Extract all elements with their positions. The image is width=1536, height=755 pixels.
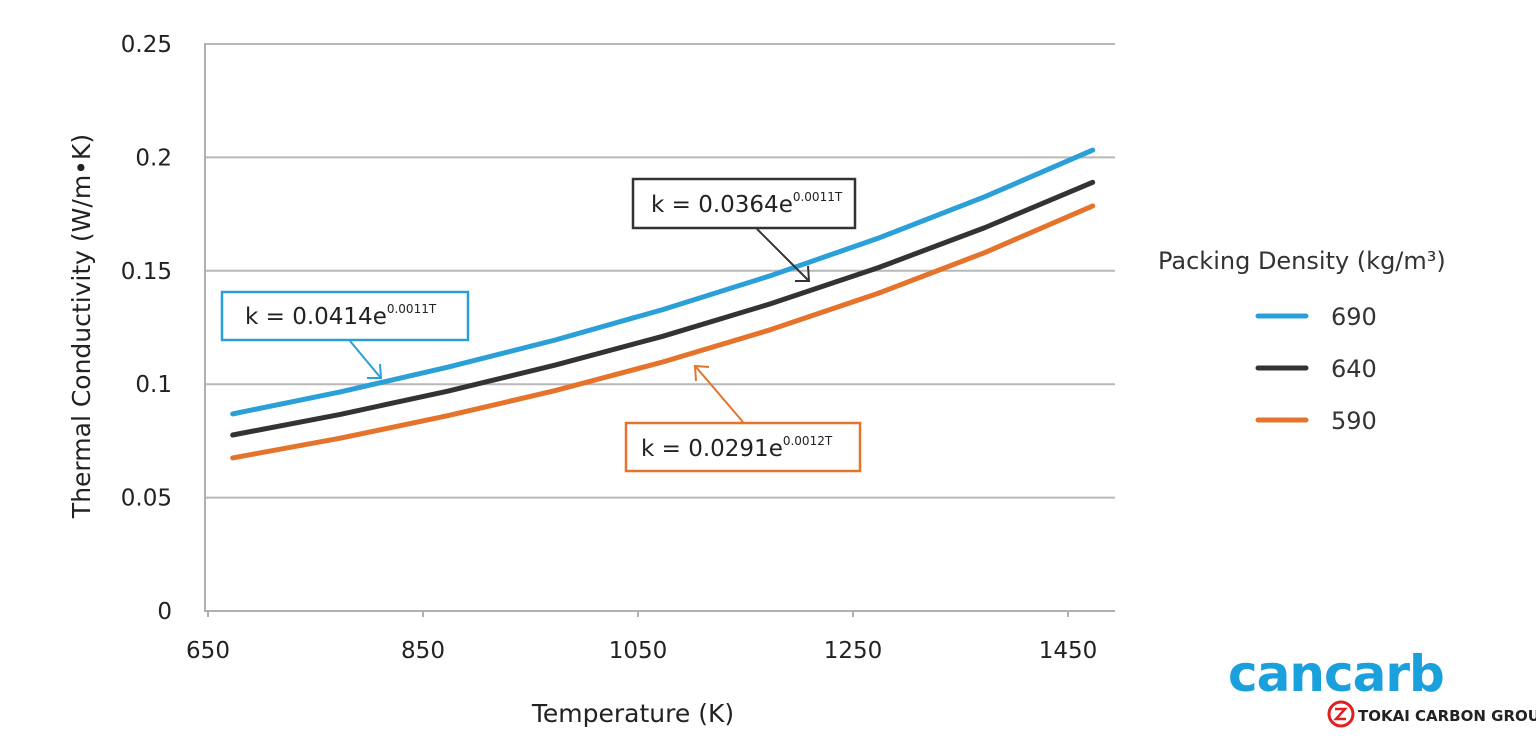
cancarb-logo: cancarb TOKAI CARBON GROUP xyxy=(1228,645,1536,728)
legend-title: Packing Density (kg/m³) xyxy=(1158,247,1446,275)
legend-label-590: 590 xyxy=(1331,407,1377,435)
y-tick-label: 0.05 xyxy=(121,486,172,512)
legend: Packing Density (kg/m³) 690 640 590 xyxy=(1158,247,1446,435)
y-tick-label: 0 xyxy=(157,599,172,625)
y-tick-labels: 0 0.05 0.1 0.15 0.2 0.25 xyxy=(121,32,172,625)
y-tick-label: 0.15 xyxy=(121,259,172,285)
y-axis-title: Thermal Conductivity (W/m•K) xyxy=(67,134,96,519)
annotation-640: k = 0.0364e0.0011T xyxy=(631,177,857,282)
legend-label-640: 640 xyxy=(1331,355,1377,383)
series-lines xyxy=(230,147,1096,461)
annotation-690: k = 0.0414e0.0011T xyxy=(220,290,470,379)
annotation-590: k = 0.0291e0.0012T xyxy=(624,364,862,473)
y-tick-label: 0.2 xyxy=(135,145,172,171)
svg-text:k = 0.0414e0.0011T: k = 0.0414e0.0011T xyxy=(245,302,437,330)
svg-text:cancarb: cancarb xyxy=(1228,645,1444,703)
svg-text:k = 0.0364e0.0011T: k = 0.0364e0.0011T xyxy=(651,190,843,218)
tokai-emblem-icon xyxy=(1327,700,1355,728)
x-tick-label: 1250 xyxy=(824,638,883,664)
x-tick-labels: 650 850 1050 1250 1450 xyxy=(186,638,1097,664)
y-tick-label: 0.25 xyxy=(121,32,172,58)
legend-label-690: 690 xyxy=(1331,303,1377,331)
x-tick-label: 1050 xyxy=(609,638,668,664)
series-line-690 xyxy=(230,147,1096,417)
x-tick-label: 1450 xyxy=(1039,638,1098,664)
x-tick-label: 850 xyxy=(401,638,445,664)
x-tick-label: 650 xyxy=(186,638,230,664)
y-tick-label: 0.1 xyxy=(135,372,172,398)
x-axis-title: Temperature (K) xyxy=(531,699,734,728)
gridlines xyxy=(205,43,1115,617)
series-line-640 xyxy=(230,179,1096,438)
series-line-590 xyxy=(230,203,1096,461)
svg-text:k = 0.0291e0.0012T: k = 0.0291e0.0012T xyxy=(641,434,833,462)
svg-text:TOKAI CARBON GROUP: TOKAI CARBON GROUP xyxy=(1358,707,1536,725)
